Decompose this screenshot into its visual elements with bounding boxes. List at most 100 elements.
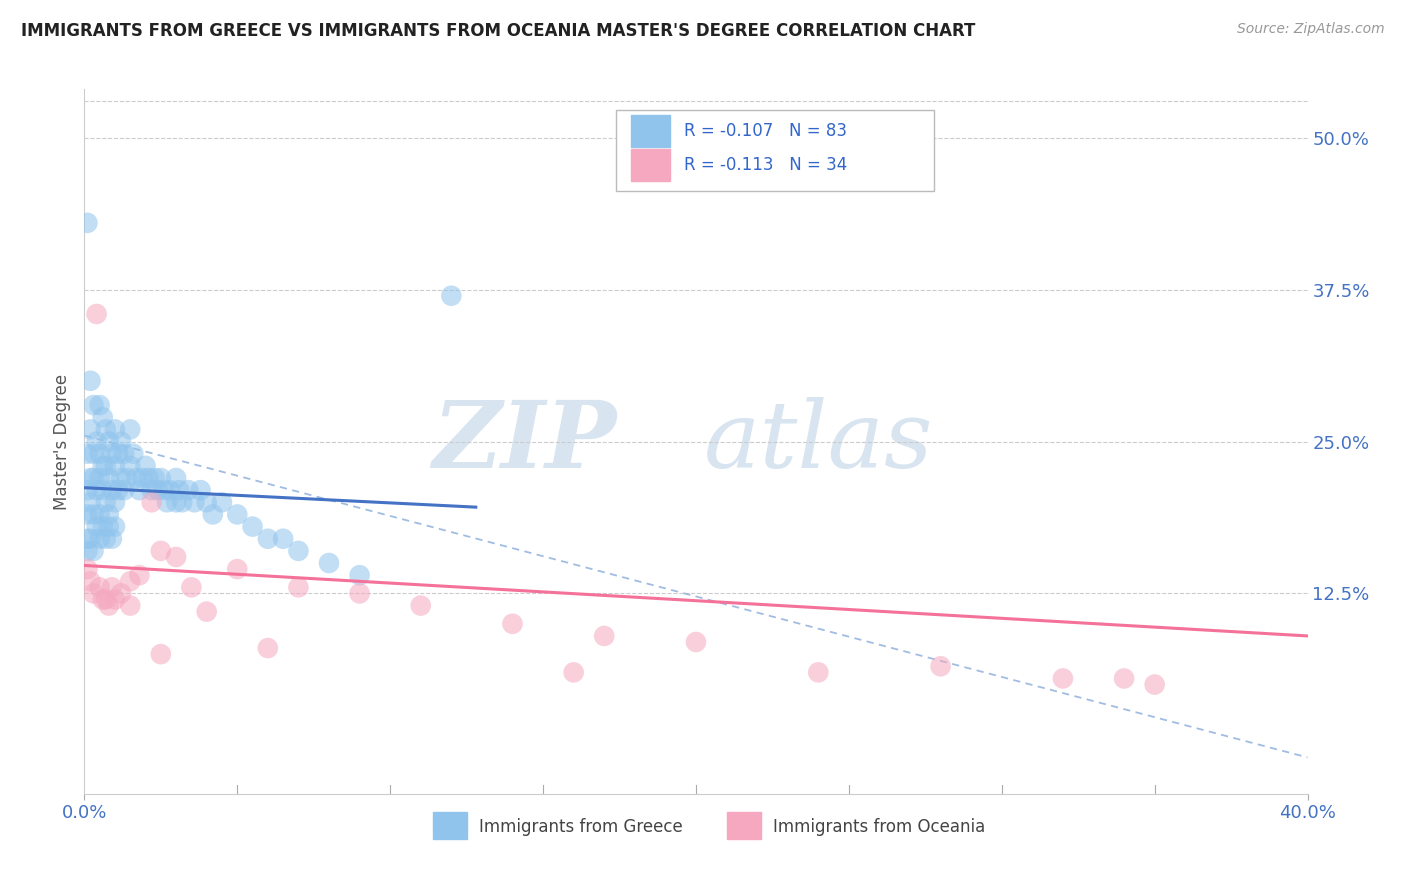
Point — [183, 495, 205, 509]
Point — [91, 458, 114, 473]
Point — [271, 532, 294, 546]
Point — [349, 568, 371, 582]
Point — [76, 483, 98, 497]
Point — [86, 483, 108, 497]
Point — [112, 483, 135, 497]
Point — [91, 519, 114, 533]
Point — [107, 483, 129, 497]
Point — [97, 508, 120, 522]
Point — [318, 556, 340, 570]
Point — [165, 471, 187, 485]
Point — [257, 641, 280, 656]
Text: Immigrants from Greece: Immigrants from Greece — [479, 818, 683, 836]
Point — [104, 458, 127, 473]
Point — [76, 508, 98, 522]
Point — [149, 544, 172, 558]
Bar — [631, 149, 671, 181]
Point — [110, 586, 132, 600]
Point — [141, 483, 163, 497]
Point — [195, 605, 218, 619]
Bar — [433, 813, 467, 839]
Point — [287, 580, 309, 594]
Point — [287, 544, 309, 558]
Point — [201, 508, 224, 522]
Point — [83, 471, 105, 485]
Bar — [727, 813, 761, 839]
Point — [97, 434, 120, 449]
Point — [149, 647, 172, 661]
Point — [409, 599, 432, 613]
Point — [110, 434, 132, 449]
Point — [146, 483, 169, 497]
Point — [120, 574, 142, 589]
Point — [104, 422, 127, 436]
Point — [76, 562, 98, 576]
FancyBboxPatch shape — [616, 111, 935, 192]
Point — [120, 599, 142, 613]
Point — [195, 495, 218, 509]
Point — [94, 422, 117, 436]
Point — [807, 665, 830, 680]
Point — [242, 519, 264, 533]
Point — [97, 519, 120, 533]
Point — [115, 471, 138, 485]
Point — [91, 592, 114, 607]
Point — [79, 495, 101, 509]
Point — [112, 447, 135, 461]
Point — [94, 458, 117, 473]
Point — [167, 483, 190, 497]
Point — [79, 374, 101, 388]
Text: Immigrants from Oceania: Immigrants from Oceania — [773, 818, 986, 836]
Point — [502, 616, 524, 631]
Point — [101, 580, 124, 594]
Point — [79, 471, 101, 485]
Point — [91, 483, 114, 497]
Point — [165, 549, 187, 564]
Point — [138, 471, 160, 485]
Point — [1114, 672, 1136, 686]
Point — [79, 422, 101, 436]
Point — [101, 447, 124, 461]
Point — [83, 508, 105, 522]
Point — [125, 471, 148, 485]
Point — [120, 422, 142, 436]
Point — [79, 574, 101, 589]
Point — [110, 471, 132, 485]
Point — [929, 659, 952, 673]
Point — [91, 410, 114, 425]
Point — [97, 471, 120, 485]
Y-axis label: Master's Degree: Master's Degree — [53, 374, 72, 509]
Point — [153, 483, 176, 497]
Point — [94, 495, 117, 509]
Point — [107, 447, 129, 461]
Point — [141, 495, 163, 509]
Point — [226, 562, 249, 576]
Point — [257, 532, 280, 546]
Point — [143, 471, 166, 485]
Point — [349, 586, 371, 600]
Point — [128, 483, 150, 497]
Point — [97, 599, 120, 613]
Point — [190, 483, 212, 497]
Point — [83, 447, 105, 461]
Point — [86, 307, 108, 321]
Point — [440, 289, 463, 303]
Point — [165, 495, 187, 509]
Point — [76, 544, 98, 558]
Point — [156, 495, 179, 509]
Text: IMMIGRANTS FROM GREECE VS IMMIGRANTS FROM OCEANIA MASTER'S DEGREE CORRELATION CH: IMMIGRANTS FROM GREECE VS IMMIGRANTS FRO… — [21, 22, 976, 40]
Point — [101, 532, 124, 546]
Text: R = -0.107   N = 83: R = -0.107 N = 83 — [683, 122, 846, 140]
Point — [177, 483, 200, 497]
Point — [562, 665, 585, 680]
Point — [89, 471, 111, 485]
Text: ZIP: ZIP — [432, 397, 616, 486]
Point — [94, 532, 117, 546]
Point — [94, 592, 117, 607]
Point — [211, 495, 233, 509]
Point — [128, 568, 150, 582]
Point — [89, 580, 111, 594]
Point — [86, 434, 108, 449]
Point — [76, 532, 98, 546]
Text: atlas: atlas — [703, 397, 934, 486]
